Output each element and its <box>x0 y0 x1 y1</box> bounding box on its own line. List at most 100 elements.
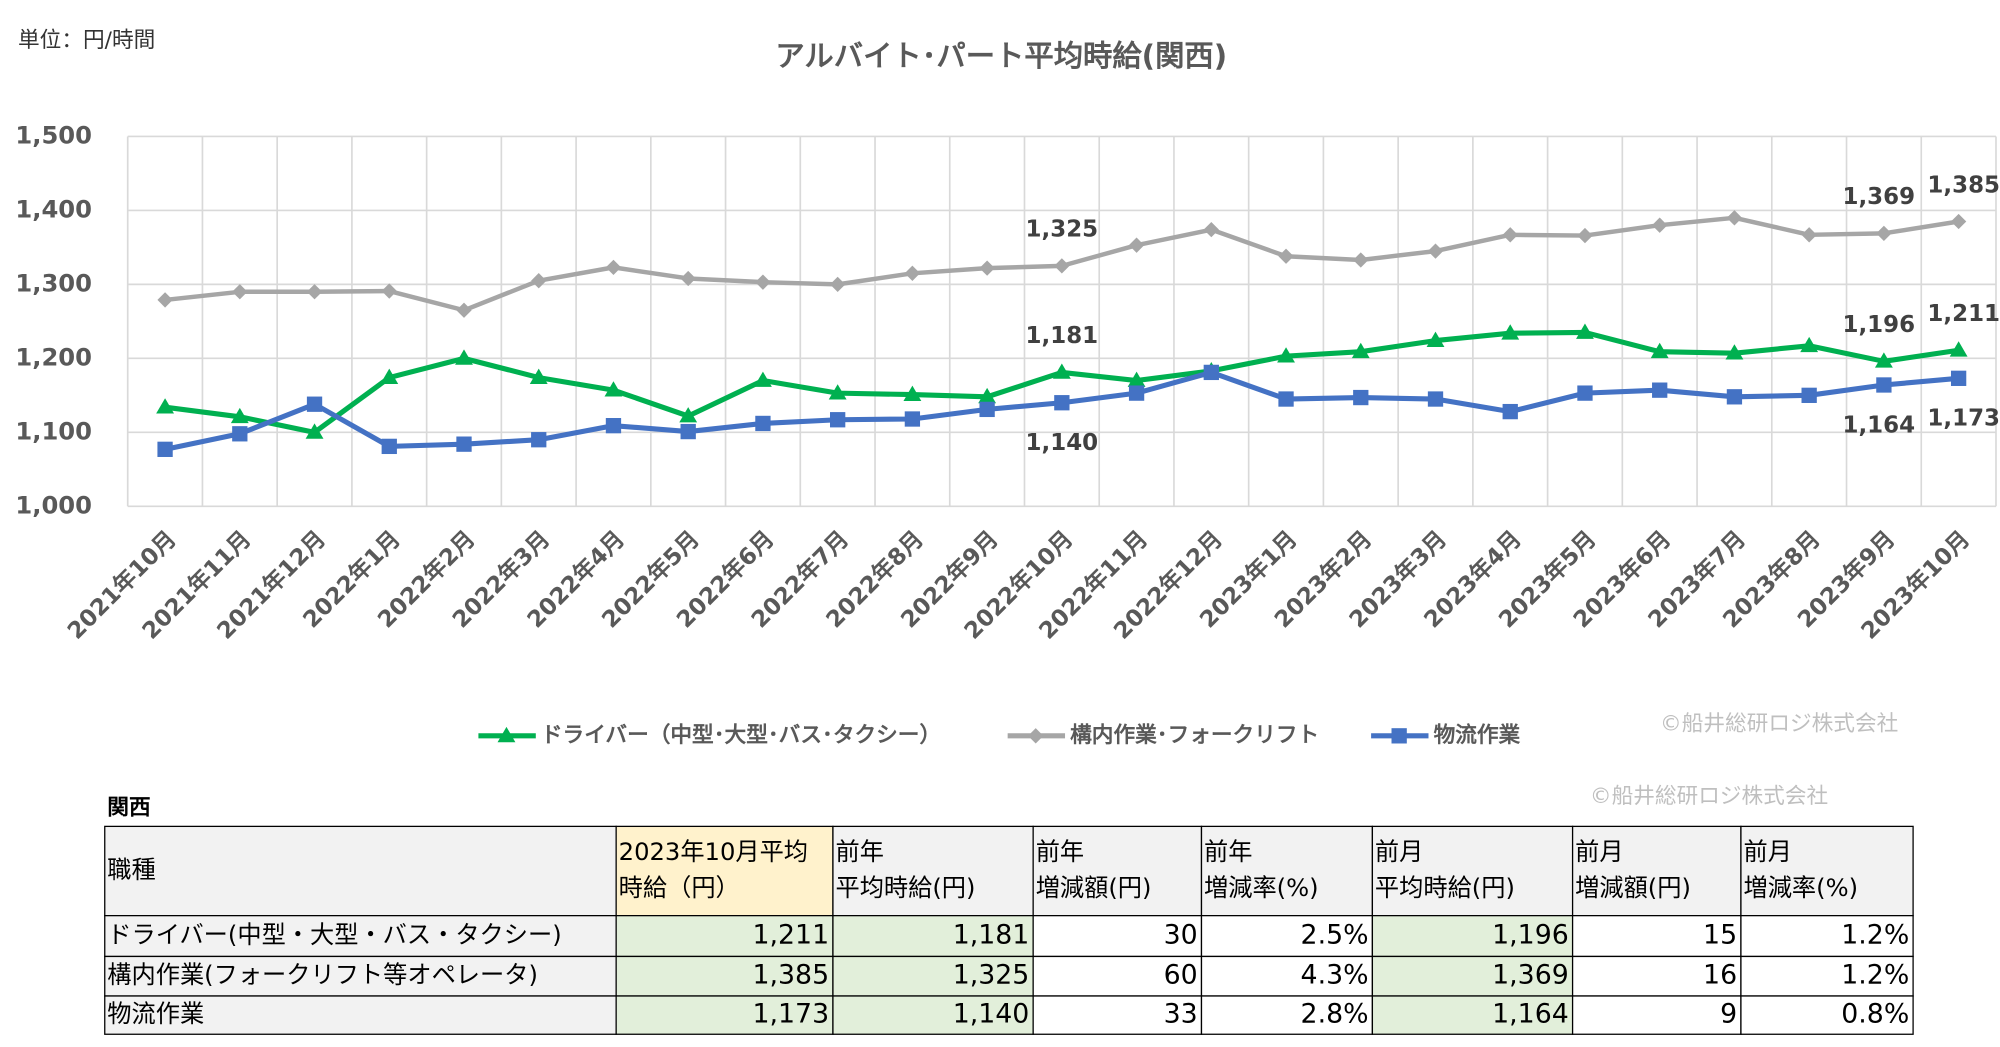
marker <box>828 384 847 400</box>
marker <box>1127 371 1146 387</box>
marker <box>755 274 771 290</box>
marker <box>1800 336 1819 353</box>
marker <box>1502 227 1518 243</box>
marker <box>979 260 995 276</box>
marker <box>904 265 921 281</box>
marker <box>497 726 516 743</box>
y-tick-label: 1,300 <box>15 269 92 297</box>
marker <box>604 381 623 397</box>
marker <box>1278 391 1294 407</box>
table-cell <box>1032 995 1203 1035</box>
marker <box>1203 221 1219 238</box>
table-header-text: 前年 <box>835 838 883 866</box>
table-value: 1,369 <box>1492 960 1569 991</box>
table-header-text: 増減率(%) <box>1743 874 1858 902</box>
marker <box>456 302 472 318</box>
table-cell <box>832 995 1034 1035</box>
table-value: 33 <box>1164 999 1198 1030</box>
chart-title: アルバイト･パート平均時給(関西) <box>775 39 1227 73</box>
table-value: 1,181 <box>953 920 1030 951</box>
data-label: 1,181 <box>1026 323 1099 349</box>
marker <box>1353 252 1369 268</box>
unit-note: 単位：円/時間 <box>18 28 155 53</box>
table-cell <box>104 955 617 997</box>
marker <box>978 387 997 404</box>
marker <box>753 371 772 387</box>
table-cell <box>615 995 834 1035</box>
table-value: 1.2% <box>1841 960 1909 991</box>
copyright: ©船井総研ロジ株式会社 <box>1660 711 1898 736</box>
marker <box>605 259 622 276</box>
marker <box>1652 382 1668 398</box>
table-header-text: 増減額(円) <box>1575 874 1691 902</box>
marker <box>1278 248 1294 264</box>
marker <box>1351 342 1370 359</box>
marker <box>1726 210 1743 226</box>
data-label: 1,369 <box>1843 184 1916 210</box>
table-cell <box>1200 955 1374 997</box>
table-value: 1.2% <box>1841 920 1909 951</box>
marker <box>1277 347 1295 363</box>
marker <box>1950 213 1967 230</box>
table-title: 関西 <box>107 796 150 821</box>
marker <box>1203 364 1219 381</box>
table-value: 1,196 <box>1492 920 1569 951</box>
table-value: 0.8% <box>1841 999 1909 1030</box>
table-text: 構内作業(フォークリフト等オペレータ) <box>107 961 538 989</box>
marker <box>380 368 399 384</box>
marker <box>157 441 173 457</box>
marker <box>531 432 547 448</box>
marker <box>1353 389 1369 406</box>
table-cell <box>1740 995 1914 1035</box>
table-cell <box>1571 995 1742 1035</box>
marker <box>1502 403 1518 420</box>
y-tick-label: 1,200 <box>15 343 92 371</box>
marker <box>679 407 698 423</box>
data-label: 1,196 <box>1843 312 1916 338</box>
table-header-text: 前年 <box>1204 838 1252 866</box>
copyright: ©船井総研ロジ株式会社 <box>1590 784 1828 809</box>
marker <box>381 283 397 299</box>
marker <box>904 411 921 427</box>
table-header-cell <box>615 825 834 917</box>
table-header-cell <box>1032 825 1203 917</box>
marker <box>1725 344 1744 360</box>
marker <box>680 423 696 440</box>
table-value: 30 <box>1164 920 1198 951</box>
table-cell <box>1371 955 1574 997</box>
marker <box>1577 227 1593 244</box>
marker <box>1652 217 1668 233</box>
marker <box>1054 395 1070 411</box>
table-value: 2.8% <box>1301 999 1369 1030</box>
data-label: 1,211 <box>1927 301 2000 327</box>
table-value: 15 <box>1703 920 1737 951</box>
y-tick-label: 1,100 <box>15 417 92 445</box>
table-header-text: 前月 <box>1575 838 1623 866</box>
table-header-text: 増減率(%) <box>1204 874 1319 902</box>
table-cell <box>1740 955 1914 997</box>
marker <box>1650 342 1669 359</box>
marker <box>1054 258 1070 274</box>
table-value: 2.5% <box>1301 920 1369 951</box>
marker <box>1426 331 1445 347</box>
marker <box>381 438 397 455</box>
y-tick-label: 1,400 <box>15 195 92 223</box>
marker <box>1391 728 1407 744</box>
marker <box>1028 728 1044 744</box>
table-header-text: 増減額(円) <box>1036 874 1152 902</box>
table-cell <box>1200 995 1374 1035</box>
data-label: 1,164 <box>1843 412 1916 438</box>
table-header-text: 前月 <box>1375 838 1423 866</box>
legend-label: 構内作業･フォークリフト <box>1070 722 1319 748</box>
table-value: 9 <box>1720 999 1737 1030</box>
marker <box>232 426 248 442</box>
marker <box>1052 363 1071 379</box>
marker <box>830 276 846 293</box>
table-header-cell <box>104 825 617 917</box>
table-text: 物流作業 <box>107 1000 204 1028</box>
table-header-cell <box>1571 825 1742 917</box>
table-header-text: 2023年10月平均 <box>619 838 808 866</box>
table-value: 1,211 <box>752 920 829 951</box>
table-header-cell <box>1371 825 1574 917</box>
